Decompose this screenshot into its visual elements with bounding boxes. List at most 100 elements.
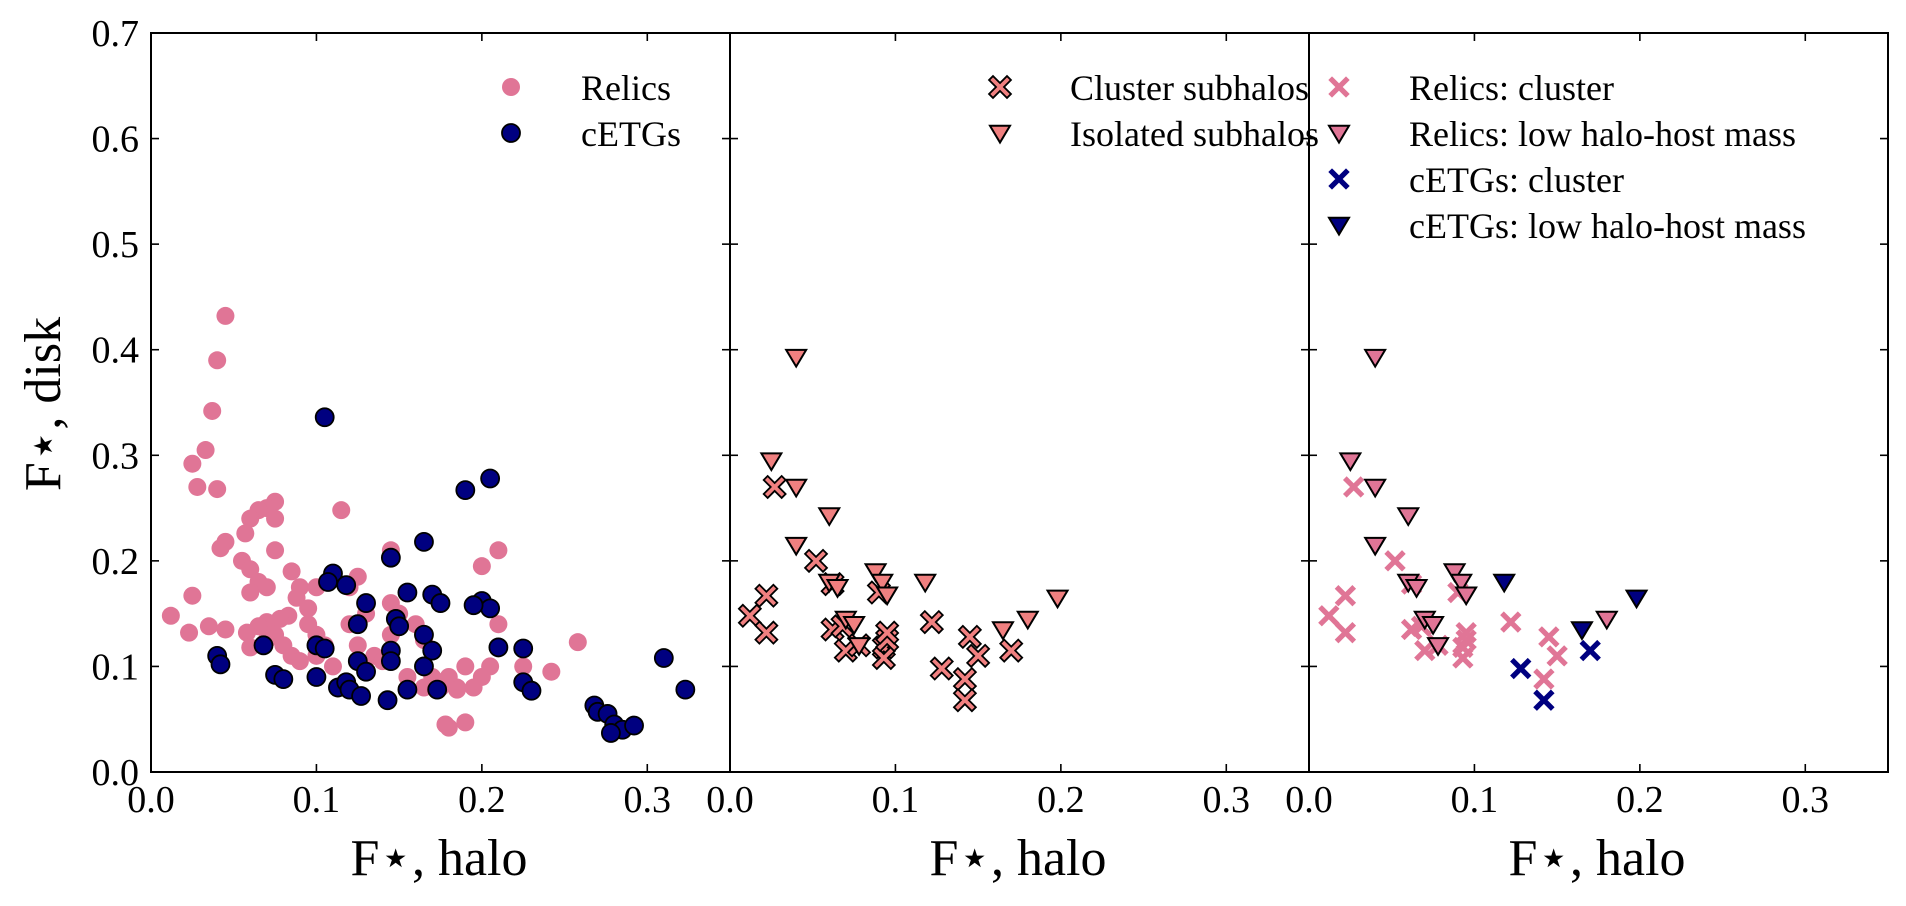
data-point xyxy=(480,598,501,619)
data-point xyxy=(257,578,276,597)
data-point xyxy=(480,468,501,489)
data-point xyxy=(1500,611,1522,633)
data-point xyxy=(161,606,180,625)
data-point xyxy=(568,633,587,652)
data-point xyxy=(489,615,508,634)
data-point xyxy=(1510,657,1532,680)
data-point xyxy=(314,407,335,428)
x-axis-label-panel-1: F⋆, halo xyxy=(351,830,528,887)
data-point xyxy=(488,637,509,658)
data-point xyxy=(180,623,199,642)
data-point xyxy=(356,593,376,613)
legend-label: Cluster subhalos xyxy=(1070,68,1309,108)
data-point xyxy=(624,715,644,736)
data-point xyxy=(196,441,215,460)
data-point xyxy=(952,687,978,713)
y-tick-label: 0.2 xyxy=(92,541,140,583)
data-point xyxy=(762,474,787,500)
legend-label: Relics: cluster xyxy=(1409,68,1614,108)
series-isolated-subhalos xyxy=(759,348,1070,657)
legends: Relics cETGs Cluster subhalos Isolated subh… xyxy=(501,68,1806,246)
x-tick-label: 0.1 xyxy=(1451,779,1499,821)
panel-frames: 0.0 0.1 0.2 0.30.00.10.20.30.40.50.60.70.0 0… xyxy=(92,13,1889,821)
legend-label: Relics: low halo-host mass xyxy=(1409,114,1796,154)
data-point xyxy=(282,562,301,581)
data-point xyxy=(203,401,222,420)
data-point xyxy=(825,579,850,599)
axis-labels: F⋆, disk F⋆, halo F⋆, halo F⋆, halo xyxy=(15,317,1686,887)
legend-label: cETGs xyxy=(581,114,681,154)
data-point xyxy=(1404,579,1429,599)
data-point xyxy=(318,572,338,592)
y-tick-label: 0.5 xyxy=(92,224,140,266)
data-point xyxy=(514,657,533,676)
data-point xyxy=(1421,616,1445,636)
data-point xyxy=(332,501,351,520)
data-point xyxy=(1338,452,1363,473)
data-point xyxy=(351,686,371,706)
data-point xyxy=(377,690,398,711)
data-point xyxy=(456,657,475,676)
x-axis-label-panel-2: F⋆, halo xyxy=(930,830,1107,887)
data-point xyxy=(266,541,285,560)
data-point xyxy=(1455,621,1477,644)
data-point xyxy=(1334,621,1357,644)
data-point xyxy=(1414,639,1436,662)
y-tick-label: 0.3 xyxy=(92,435,140,477)
data-point xyxy=(1334,585,1357,607)
data-point xyxy=(422,640,443,661)
data-point xyxy=(199,617,218,636)
data-point xyxy=(448,680,467,699)
data-point xyxy=(874,620,900,645)
data-point xyxy=(863,563,888,583)
data-point xyxy=(323,657,342,676)
data-point xyxy=(513,638,534,659)
data-point xyxy=(1595,610,1619,631)
x-tick-label: 0.1 xyxy=(293,779,341,821)
data-point xyxy=(1363,536,1387,557)
data-point xyxy=(842,616,866,636)
data-point xyxy=(380,651,401,672)
legend-label: Relics xyxy=(581,68,671,108)
data-point xyxy=(266,509,285,528)
data-point xyxy=(952,666,978,692)
data-point xyxy=(847,637,871,657)
x-tick-label: 0.0 xyxy=(706,779,754,821)
data-point xyxy=(1363,348,1387,369)
legend-label: cETGs: cluster xyxy=(1409,160,1624,200)
data-point xyxy=(273,669,294,689)
data-point xyxy=(919,609,945,635)
legend-entry: cETGs xyxy=(501,114,681,154)
data-point xyxy=(306,667,327,687)
legend-marker xyxy=(501,123,521,143)
legend-marker xyxy=(988,124,1012,145)
data-point xyxy=(414,531,434,552)
data-point xyxy=(414,656,434,677)
legend-entry: cETGs: cluster xyxy=(1328,160,1624,200)
data-point xyxy=(759,452,784,473)
data-point xyxy=(356,661,376,682)
x-tick-label: 0.2 xyxy=(458,779,506,821)
data-point xyxy=(290,652,309,671)
series-cetgs-low-halo-host-mass xyxy=(1492,573,1649,641)
data-point xyxy=(211,539,230,558)
data-point xyxy=(463,595,484,616)
data-point xyxy=(1624,589,1649,610)
legend-marker xyxy=(1328,168,1350,190)
series-cetgs-cluster xyxy=(1510,639,1601,711)
data-point xyxy=(600,723,621,743)
data-point xyxy=(336,575,357,596)
data-point xyxy=(1363,478,1387,499)
data-point xyxy=(1396,507,1421,527)
series-relics xyxy=(161,306,587,737)
legend-marker xyxy=(502,78,520,96)
data-point xyxy=(542,662,561,681)
data-point xyxy=(1342,476,1365,498)
legend-entry: Cluster subhalos xyxy=(987,68,1309,108)
data-point xyxy=(1533,668,1555,690)
data-point xyxy=(1533,689,1555,711)
data-point xyxy=(347,614,368,635)
data-point xyxy=(397,582,418,603)
data-point xyxy=(208,480,227,499)
data-point xyxy=(1426,637,1450,657)
